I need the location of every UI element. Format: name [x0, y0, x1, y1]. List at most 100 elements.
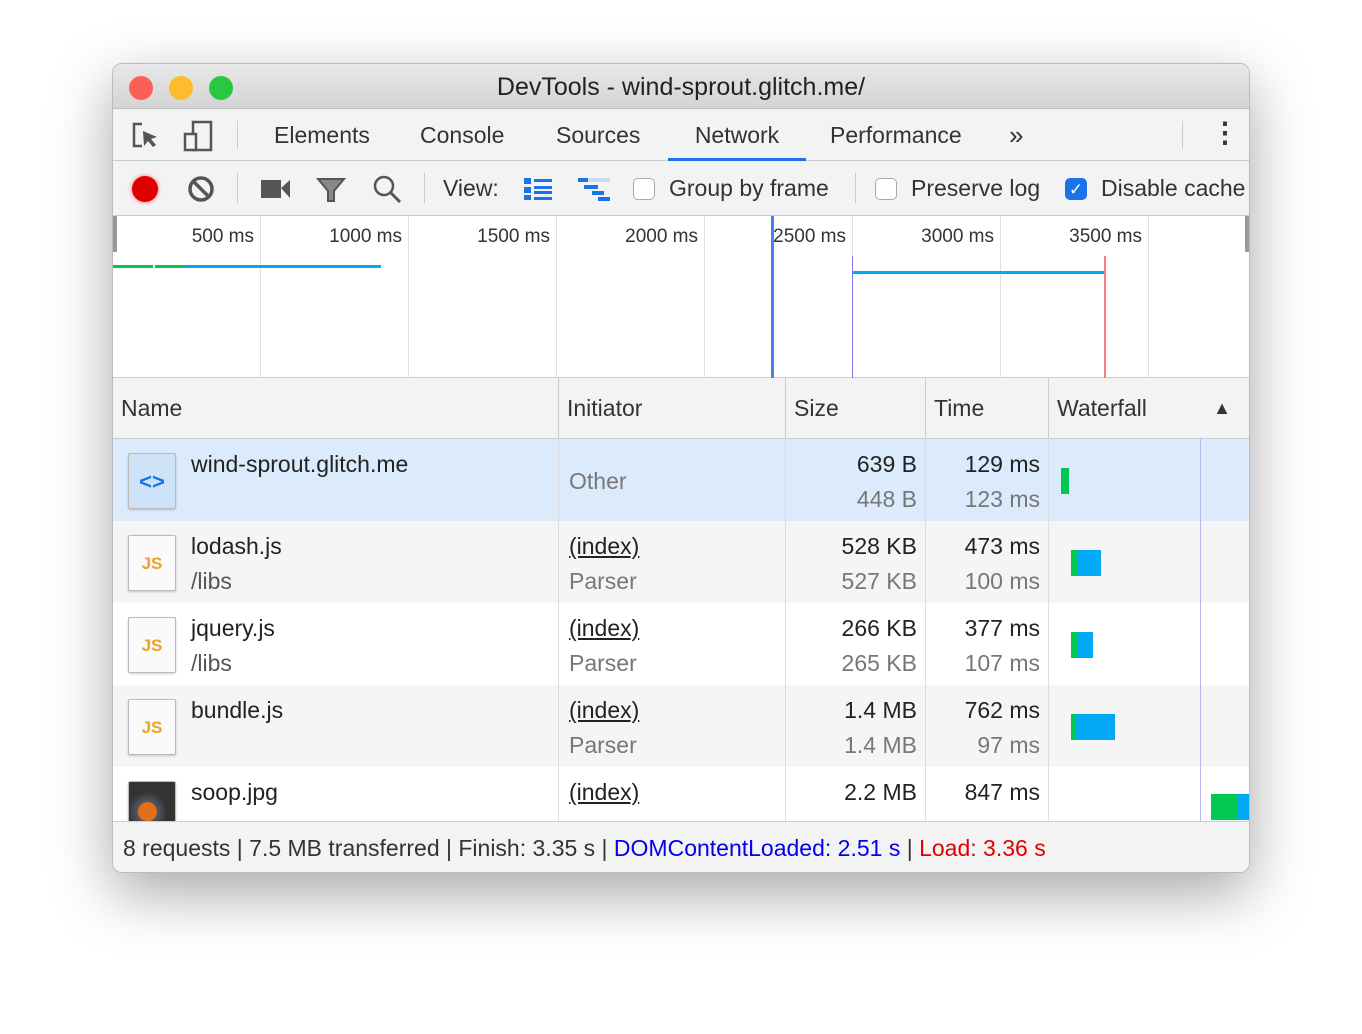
- total-time: 473 ms: [964, 533, 1040, 559]
- initiator-link[interactable]: (index): [569, 779, 640, 805]
- load-time: Load: 3.36 s: [919, 835, 1046, 861]
- transfer-size: 2.2 MB: [844, 779, 917, 805]
- initiator-link[interactable]: (index): [569, 697, 640, 723]
- dcl-marker: [771, 216, 774, 378]
- request-name[interactable]: bundle.js: [191, 697, 284, 723]
- network-toolbar: View: Group by frame Preserve log ✓ Disa…: [113, 161, 1249, 216]
- maximize-button[interactable]: [209, 76, 233, 100]
- initiator-link[interactable]: (index): [569, 615, 640, 641]
- clear-icon[interactable]: [187, 175, 215, 203]
- overview-right-handle[interactable]: [1245, 216, 1249, 252]
- table-row[interactable]: soop.jpg (index) 2.2 MB 847 ms: [113, 767, 1249, 821]
- overview-left-handle[interactable]: [113, 216, 117, 252]
- preserve-log-checkbox[interactable]: [875, 178, 897, 200]
- screenshot-capture-icon[interactable]: [261, 178, 291, 200]
- latency-time: 97 ms: [977, 732, 1040, 758]
- download-bar: [1075, 714, 1115, 740]
- transfer-size: 639 B: [856, 451, 917, 477]
- overview-request-bar: [183, 265, 381, 268]
- initiator: Other: [569, 468, 627, 494]
- overview-gridline: [556, 216, 557, 378]
- table-row[interactable]: JS lodash.js /libs (index) Parser 528 KB…: [113, 521, 1249, 603]
- overview-tick-label: 2500 ms: [773, 226, 846, 247]
- overview-tick-label: 3000 ms: [921, 226, 994, 247]
- transfer-size: 266 KB: [841, 615, 917, 641]
- waiting-bar: [1071, 714, 1075, 740]
- waterfall-view-icon[interactable]: [578, 177, 612, 201]
- dcl-time: DOMContentLoaded: 2.51 s: [613, 835, 901, 861]
- table-row[interactable]: <> wind-sprout.glitch.me Other 639 B 448…: [113, 439, 1249, 521]
- group-by-frame-label: Group by frame: [669, 175, 829, 201]
- overview-gridline: [1148, 216, 1149, 378]
- overview-gridline: [1000, 216, 1001, 378]
- download-bar: [1077, 632, 1093, 658]
- initiator-type: Parser: [569, 650, 637, 676]
- record-icon[interactable]: [132, 176, 158, 202]
- waterfall-cell: [1049, 685, 1249, 767]
- waiting-bar: [1071, 632, 1077, 658]
- waterfall-cell: [1049, 439, 1249, 521]
- download-bar: [1237, 794, 1249, 820]
- tab-sources[interactable]: Sources: [556, 122, 641, 148]
- column-time[interactable]: Time: [926, 378, 1049, 439]
- large-rows-view-icon[interactable]: [524, 177, 554, 201]
- view-label: View:: [443, 175, 499, 201]
- title-bar: DevTools - wind-sprout.glitch.me/: [113, 64, 1249, 109]
- status-bar: 8 requests | 7.5 MB transferred | Finish…: [113, 821, 1249, 872]
- column-size[interactable]: Size: [786, 378, 926, 439]
- tab-network[interactable]: Network: [668, 109, 806, 161]
- table-row[interactable]: JS jquery.js /libs (index) Parser 266 KB…: [113, 603, 1249, 685]
- table-row[interactable]: JS bundle.js (index) Parser 1.4 MB 1.4 M…: [113, 685, 1249, 767]
- image-thumbnail-icon: [128, 781, 176, 821]
- total-time: 762 ms: [964, 697, 1040, 723]
- total-time: 377 ms: [964, 615, 1040, 641]
- disable-cache-label: Disable cache: [1101, 175, 1246, 201]
- status-separator: |: [900, 835, 920, 861]
- request-name[interactable]: soop.jpg: [191, 779, 278, 805]
- tab-console[interactable]: Console: [420, 122, 505, 148]
- request-table: <> wind-sprout.glitch.me Other 639 B 448…: [113, 439, 1249, 821]
- waiting-bar: [1071, 550, 1077, 576]
- waterfall-cell: [1049, 767, 1249, 821]
- request-name[interactable]: jquery.js: [191, 615, 275, 641]
- latency-time: 107 ms: [964, 650, 1040, 676]
- request-name[interactable]: lodash.js: [191, 533, 282, 559]
- tab-performance[interactable]: Performance: [830, 122, 962, 148]
- group-by-frame-checkbox[interactable]: [633, 178, 655, 200]
- sort-ascending-icon: ▲: [1213, 398, 1231, 418]
- device-toolbar-icon[interactable]: [183, 120, 215, 152]
- initiator-link[interactable]: (index): [569, 533, 640, 559]
- more-tabs-icon[interactable]: »: [1009, 120, 1024, 150]
- js-file-icon: JS: [128, 699, 176, 755]
- close-button[interactable]: [129, 76, 153, 100]
- tab-elements[interactable]: Elements: [274, 122, 370, 148]
- search-icon[interactable]: [372, 174, 402, 204]
- total-time: 129 ms: [964, 451, 1040, 477]
- window-title: DevTools - wind-sprout.glitch.me/: [496, 73, 866, 101]
- resource-size: 1.4 MB: [844, 732, 917, 758]
- column-waterfall[interactable]: Waterfall ▲: [1049, 378, 1249, 439]
- devtools-window: DevTools - wind-sprout.glitch.me/ Elemen…: [112, 63, 1250, 873]
- waterfall-cell: [1049, 603, 1249, 685]
- inspect-element-icon[interactable]: [131, 121, 161, 151]
- table-header: Name Initiator Size Time Waterfall ▲: [113, 378, 1249, 439]
- waiting-bar: [1211, 794, 1237, 820]
- column-initiator[interactable]: Initiator: [559, 378, 786, 439]
- column-name[interactable]: Name: [113, 378, 559, 439]
- load-marker: [1104, 256, 1106, 378]
- filter-icon[interactable]: [316, 176, 346, 204]
- request-path: /libs: [191, 568, 232, 594]
- download-bar: [1077, 550, 1101, 576]
- minimize-button[interactable]: [169, 76, 193, 100]
- transfer-size: 1.4 MB: [844, 697, 917, 723]
- more-options-icon[interactable]: ⋮: [1211, 117, 1239, 148]
- overview-timeline[interactable]: 500 ms 1000 ms 1500 ms 2000 ms 2500 ms 3000 m…: [113, 216, 1249, 378]
- disable-cache-checkbox[interactable]: ✓: [1065, 178, 1087, 200]
- overview-request-bar: [853, 271, 1105, 274]
- latency-time: 100 ms: [964, 568, 1040, 594]
- request-name[interactable]: wind-sprout.glitch.me: [191, 451, 409, 477]
- latency-time: 123 ms: [964, 486, 1040, 512]
- overview-tick-label: 500 ms: [191, 226, 254, 247]
- column-waterfall-label: Waterfall: [1057, 395, 1147, 421]
- html-document-icon: <>: [128, 453, 176, 509]
